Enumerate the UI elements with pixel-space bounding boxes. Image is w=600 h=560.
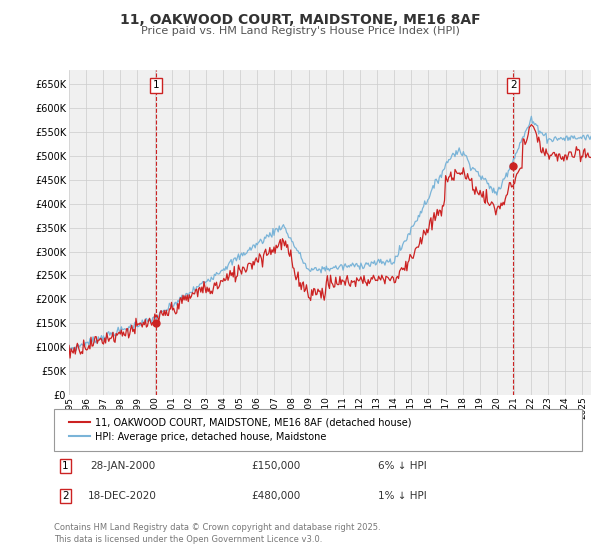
Text: 18-DEC-2020: 18-DEC-2020 bbox=[88, 491, 157, 501]
Text: 2: 2 bbox=[62, 491, 69, 501]
Text: 1: 1 bbox=[62, 461, 69, 471]
Text: Price paid vs. HM Land Registry's House Price Index (HPI): Price paid vs. HM Land Registry's House … bbox=[140, 26, 460, 36]
Text: 6% ↓ HPI: 6% ↓ HPI bbox=[378, 461, 427, 471]
Text: 2: 2 bbox=[510, 80, 517, 90]
Text: 1% ↓ HPI: 1% ↓ HPI bbox=[378, 491, 427, 501]
FancyBboxPatch shape bbox=[54, 409, 582, 451]
Text: £150,000: £150,000 bbox=[251, 461, 301, 471]
Text: 1: 1 bbox=[152, 80, 159, 90]
Text: 28-JAN-2000: 28-JAN-2000 bbox=[90, 461, 155, 471]
Text: Contains HM Land Registry data © Crown copyright and database right 2025.
This d: Contains HM Land Registry data © Crown c… bbox=[54, 522, 380, 544]
Text: 11, OAKWOOD COURT, MAIDSTONE, ME16 8AF: 11, OAKWOOD COURT, MAIDSTONE, ME16 8AF bbox=[119, 13, 481, 27]
Legend: 11, OAKWOOD COURT, MAIDSTONE, ME16 8AF (detached house), HPI: Average price, det: 11, OAKWOOD COURT, MAIDSTONE, ME16 8AF (… bbox=[64, 413, 416, 447]
Text: £480,000: £480,000 bbox=[251, 491, 301, 501]
